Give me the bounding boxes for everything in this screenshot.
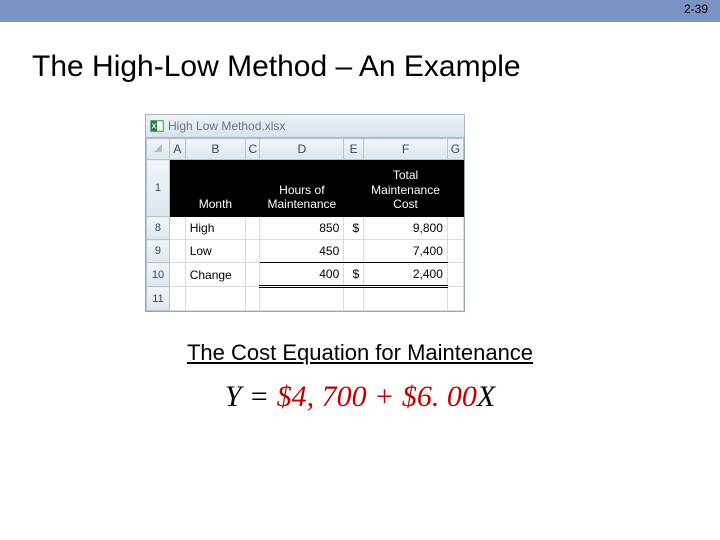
cell	[246, 160, 260, 217]
cell	[447, 263, 463, 287]
col-header: G	[447, 139, 463, 160]
col-header: E	[344, 139, 364, 160]
cell	[260, 287, 344, 311]
cell-hours-header: Hours of Maintenance	[260, 160, 344, 217]
col-header: B	[185, 139, 245, 160]
cell-hours: 850	[260, 217, 344, 240]
slide-title: The High-Low Method – An Example	[32, 50, 720, 84]
cell-currency: $	[344, 217, 364, 240]
cell-cost-header: Total Maintenance Cost	[364, 160, 448, 217]
cell	[246, 287, 260, 311]
cell-hours: 450	[260, 240, 344, 263]
cell	[169, 217, 185, 240]
cell	[364, 287, 448, 311]
cell	[344, 287, 364, 311]
excel-grid: A B C D E F G 1 Month Hours of Maintenan	[145, 138, 465, 312]
col-header: F	[364, 139, 448, 160]
equation-subtitle: The Cost Equation for Maintenance	[0, 340, 720, 366]
cell	[246, 263, 260, 287]
row-number: 9	[147, 240, 170, 263]
cell	[169, 240, 185, 263]
cell	[169, 263, 185, 287]
cell-cost: 7,400	[364, 240, 448, 263]
table-row: 8 High 850 $ 9,800	[147, 217, 464, 240]
corner-cell	[147, 139, 170, 160]
cell-label: Change	[185, 263, 245, 287]
cell	[447, 287, 463, 311]
table-row: 10 Change 400 $ 2,400	[147, 263, 464, 287]
cost-equation: Y = $4, 700 + $6. 00X	[0, 380, 720, 414]
cell-month-header: Month	[185, 160, 245, 217]
top-accent-bar: 2-39	[0, 0, 720, 22]
row-number: 1	[147, 160, 170, 217]
cell-cost: 9,800	[364, 217, 448, 240]
cell-label: High	[185, 217, 245, 240]
cell-currency: $	[344, 263, 364, 287]
row-number: 11	[147, 287, 170, 311]
excel-titlebar: X High Low Method.xlsx	[145, 114, 465, 138]
excel-window: X High Low Method.xlsx A B C D E F G 1	[145, 114, 465, 312]
excel-filename: High Low Method.xlsx	[168, 119, 285, 133]
col-header: C	[246, 139, 260, 160]
svg-text:X: X	[152, 124, 157, 131]
row-number: 8	[147, 217, 170, 240]
cell-cost: 2,400	[364, 263, 448, 287]
page-number: 2-39	[684, 2, 708, 16]
cell	[447, 240, 463, 263]
cell-currency	[344, 240, 364, 263]
header-row: 1 Month Hours of Maintenance Total Ma	[147, 160, 464, 217]
cell	[447, 217, 463, 240]
cell	[246, 240, 260, 263]
table-row: 11	[147, 287, 464, 311]
excel-icon: X	[150, 119, 164, 133]
spreadsheet-table: A B C D E F G 1 Month Hours of Maintenan	[146, 138, 464, 311]
cell-label: Low	[185, 240, 245, 263]
cell	[447, 160, 463, 217]
cell	[169, 287, 185, 311]
equation-rhs: $4, 700 + $6. 00	[277, 380, 477, 413]
cell	[344, 160, 364, 217]
cell	[185, 287, 245, 311]
col-header: D	[260, 139, 344, 160]
cell	[246, 217, 260, 240]
equation-lhs: Y =	[225, 380, 277, 413]
cell	[169, 160, 185, 217]
equation-var: X	[477, 380, 495, 413]
col-header: A	[169, 139, 185, 160]
row-number: 10	[147, 263, 170, 287]
table-row: 9 Low 450 7,400	[147, 240, 464, 263]
cell-hours: 400	[260, 263, 344, 287]
